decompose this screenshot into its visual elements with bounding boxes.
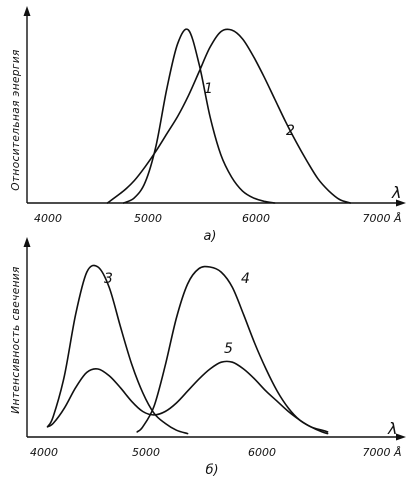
panel-a-tick-6000: 6000 xyxy=(242,212,270,225)
panel-b-curve-5 xyxy=(46,360,329,433)
panel-b-ylabel: Интенсивность свечения xyxy=(10,266,22,414)
panel-a-x-arrow xyxy=(396,199,406,207)
panel-a-xlabel: λ xyxy=(391,183,401,202)
panel-b-curve-3 xyxy=(46,264,189,435)
panel-a-caption: а) xyxy=(203,229,216,244)
panel-a-y-arrow xyxy=(23,6,31,16)
panel-b-tick-5000: 5000 xyxy=(132,446,160,459)
panel-a-curve-1 xyxy=(122,28,276,204)
panel-b-x-arrow xyxy=(396,433,406,441)
panel-a: Относительная энергия λ 4000 5000 6000 7… xyxy=(10,6,406,244)
panel-b-series-4-label: 4 xyxy=(241,271,250,287)
panel-b: Интенсивность свечения λ 4000 5000 6000 … xyxy=(10,237,406,478)
panel-a-curve-2 xyxy=(106,28,352,204)
panel-b-caption: б) xyxy=(205,463,218,478)
panel-a-tick-7000: 7000 Å xyxy=(362,212,401,225)
panel-b-tick-7000: 7000 Å xyxy=(362,446,401,459)
panel-b-y-arrow xyxy=(23,237,31,247)
panel-a-tick-4000: 4000 xyxy=(34,212,62,225)
panel-a-tick-5000: 5000 xyxy=(134,212,162,225)
panel-a-series-1-label: 1 xyxy=(204,81,213,97)
panel-b-xlabel: λ xyxy=(387,419,397,438)
panel-b-series-3-label: 3 xyxy=(104,271,113,287)
panel-a-curves xyxy=(106,28,352,204)
panel-a-series-2-label: 2 xyxy=(286,123,295,139)
panel-b-curves xyxy=(46,264,329,435)
panel-b-tick-6000: 6000 xyxy=(248,446,276,459)
panel-b-series-5-label: 5 xyxy=(224,341,233,357)
panel-b-tick-4000: 4000 xyxy=(30,446,58,459)
panel-a-ylabel: Относительная энергия xyxy=(10,49,22,191)
